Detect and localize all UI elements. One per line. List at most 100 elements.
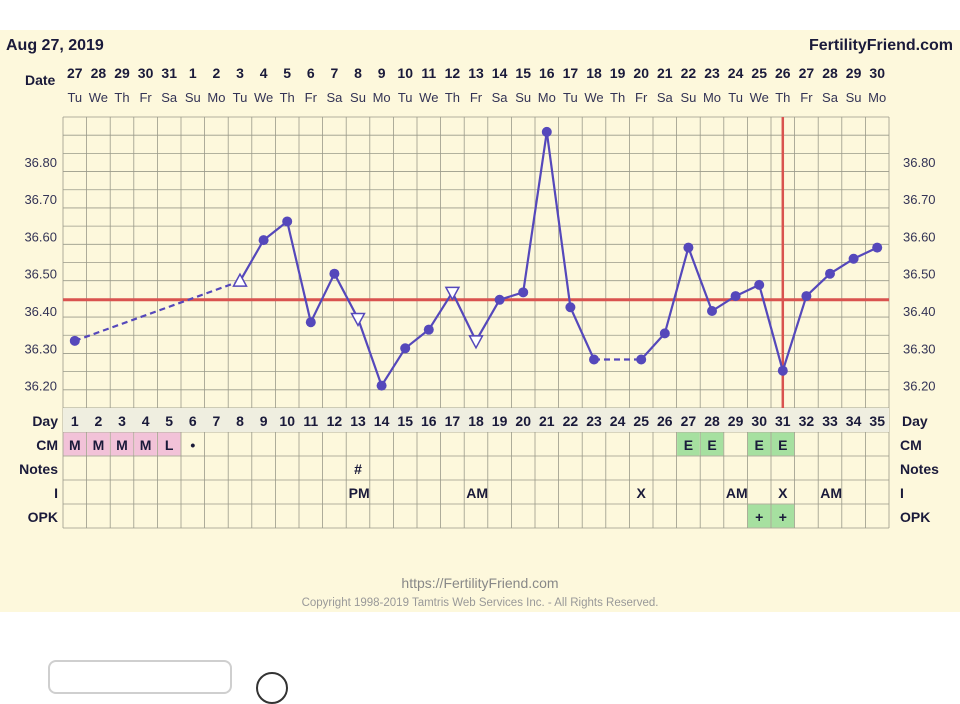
weekday-label: Su <box>846 90 862 105</box>
cell-value: M <box>140 437 152 453</box>
weekday-label: Th <box>280 90 295 105</box>
temp-segment <box>569 306 596 360</box>
temp-segment <box>380 347 407 387</box>
y-tick-right: 36.60 <box>903 229 936 244</box>
temp-point <box>825 268 835 279</box>
date-label: 11 <box>421 65 436 81</box>
date-label: 8 <box>354 65 362 81</box>
date-label: 3 <box>236 65 244 81</box>
cycle-day: 26 <box>657 413 673 429</box>
cell-value: AM <box>726 485 748 501</box>
temp-segment <box>333 273 359 319</box>
row-label-right: CM <box>900 437 922 453</box>
cycle-day: 13 <box>350 413 366 429</box>
highlight-cell <box>63 432 87 456</box>
temp-point <box>848 253 859 264</box>
cycle-day: 31 <box>775 413 791 429</box>
radio-button[interactable] <box>256 672 288 704</box>
temp-point <box>754 279 765 290</box>
cell-value: E <box>684 437 693 453</box>
date-label: 16 <box>539 65 555 81</box>
date-label: 29 <box>846 65 862 81</box>
cycle-day: 15 <box>397 413 413 429</box>
date-label: 30 <box>138 65 154 81</box>
date-label: 27 <box>799 65 815 81</box>
highlight-cell <box>771 432 795 456</box>
cell-value: E <box>707 437 716 453</box>
temp-segment <box>286 221 312 323</box>
cell-value: L <box>165 437 174 453</box>
weekday-label: Th <box>775 90 790 105</box>
temp-point <box>69 335 80 346</box>
y-tick-left: 36.60 <box>24 229 57 244</box>
input-box[interactable] <box>48 660 232 694</box>
highlight-cell <box>110 432 134 456</box>
temp-point <box>329 268 340 279</box>
date-label: 7 <box>331 65 339 81</box>
date-label: 31 <box>161 65 177 81</box>
weekday-label: Tu <box>398 90 413 105</box>
cell-value: M <box>69 437 81 453</box>
chart-panel <box>0 30 960 612</box>
date-label: 20 <box>633 65 649 81</box>
temp-point <box>282 216 293 227</box>
weekday-label: Su <box>515 90 531 105</box>
temp-point <box>801 291 812 302</box>
temp-point-open <box>444 286 461 301</box>
day-row-label-left: Day <box>32 413 58 429</box>
temp-point <box>541 126 552 137</box>
footer-url[interactable]: https://FertilityFriend.com <box>401 575 558 591</box>
weekday-label: Fr <box>305 90 318 105</box>
weekday-label: Su <box>350 90 366 105</box>
highlight-cell <box>134 432 157 456</box>
weekday-label: We <box>584 90 603 105</box>
temp-point-open <box>350 312 366 328</box>
cycle-day: 5 <box>165 413 173 429</box>
cycle-day: 20 <box>515 413 531 429</box>
date-label: 19 <box>610 65 626 81</box>
temp-segment <box>427 291 454 331</box>
weekday-label: We <box>254 90 273 105</box>
weekday-label: Fr <box>800 90 813 105</box>
cycle-day: 25 <box>633 413 649 429</box>
site-name: FertilityFriend.com <box>809 37 953 54</box>
cycle-day: 21 <box>539 413 555 429</box>
cycle-day: 32 <box>799 413 815 429</box>
date-label: 18 <box>586 65 602 81</box>
cycle-day: 8 <box>236 413 244 429</box>
highlight-cell <box>87 432 110 456</box>
cell-value: M <box>116 437 128 453</box>
weekday-label: Mo <box>703 90 721 105</box>
cycle-day: 7 <box>213 413 221 429</box>
cell-value: E <box>778 437 787 453</box>
temp-segment <box>687 247 714 312</box>
temp-segment <box>475 299 501 342</box>
cycle-day: 14 <box>374 413 390 429</box>
date-label: 28 <box>91 65 107 81</box>
date-label: 10 <box>397 65 413 81</box>
date-label: 6 <box>307 65 315 81</box>
cycle-day: 27 <box>681 413 697 429</box>
weekday-label: Su <box>680 90 696 105</box>
weekday-label: Tu <box>728 90 743 105</box>
y-tick-left: 36.20 <box>24 379 57 394</box>
cycle-day: 9 <box>260 413 268 429</box>
date-label: 15 <box>515 65 531 81</box>
cell-value: # <box>354 461 362 477</box>
weekday-label: Fr <box>470 90 483 105</box>
cycle-day: 18 <box>468 413 484 429</box>
y-tick-right: 36.70 <box>903 192 936 207</box>
row-label-right: OPK <box>900 509 930 525</box>
weekday-label: Tu <box>233 90 248 105</box>
temp-point <box>707 306 717 316</box>
cycle-day: 29 <box>728 413 744 429</box>
date-label: 21 <box>657 65 673 81</box>
y-tick-right: 36.30 <box>903 341 936 356</box>
temp-point <box>258 235 269 246</box>
date-label: 24 <box>728 65 744 81</box>
row-label-left: OPK <box>28 509 58 525</box>
row-label-right: Notes <box>900 461 939 477</box>
date-label: 13 <box>468 65 484 81</box>
temp-point <box>730 291 741 302</box>
y-tick-left: 36.70 <box>24 192 57 207</box>
